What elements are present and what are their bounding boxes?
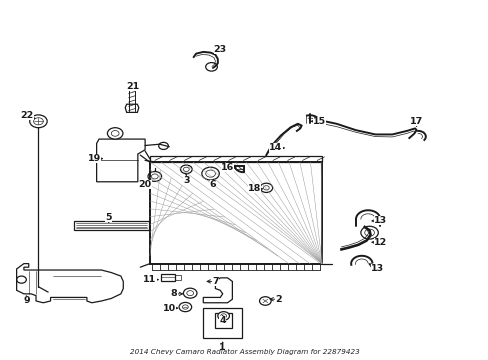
Circle shape: [259, 297, 271, 305]
Bar: [161, 274, 174, 282]
Circle shape: [107, 128, 122, 139]
Text: 2014 Chevy Camaro Radiator Assembly Diagram for 22879423: 2014 Chevy Camaro Radiator Assembly Diag…: [129, 349, 359, 355]
Text: 21: 21: [126, 82, 140, 91]
Text: 19: 19: [87, 154, 101, 163]
Text: 13: 13: [370, 265, 384, 274]
Circle shape: [360, 226, 378, 239]
Bar: [215, 314, 232, 328]
Bar: [150, 162, 322, 264]
Text: 10: 10: [163, 303, 176, 312]
Circle shape: [202, 167, 219, 180]
Text: 3: 3: [183, 176, 189, 185]
Text: 20: 20: [138, 180, 151, 189]
Circle shape: [217, 312, 229, 320]
Text: 7: 7: [212, 277, 218, 286]
Text: 1: 1: [219, 343, 225, 352]
Text: 11: 11: [143, 275, 156, 284]
Bar: [174, 275, 181, 280]
Polygon shape: [125, 104, 139, 112]
Circle shape: [205, 63, 217, 71]
Circle shape: [183, 288, 197, 298]
Text: 17: 17: [409, 117, 423, 126]
Text: 4: 4: [219, 316, 225, 325]
Text: 9: 9: [23, 297, 30, 306]
Circle shape: [180, 165, 192, 174]
Text: 8: 8: [170, 289, 177, 298]
Bar: [74, 221, 149, 230]
Text: 22: 22: [20, 112, 34, 121]
Text: 18: 18: [247, 184, 261, 193]
Bar: [203, 308, 242, 338]
Text: 15: 15: [312, 117, 325, 126]
Text: 14: 14: [269, 144, 282, 153]
Text: 6: 6: [209, 180, 216, 189]
Polygon shape: [185, 174, 187, 176]
Text: 12: 12: [373, 238, 386, 247]
Bar: [150, 156, 322, 162]
Circle shape: [179, 302, 191, 312]
Text: 16: 16: [221, 163, 234, 172]
Text: 23: 23: [213, 45, 226, 54]
Circle shape: [30, 115, 47, 128]
Text: 5: 5: [105, 213, 112, 222]
Text: 13: 13: [373, 216, 386, 225]
Text: 2: 2: [275, 295, 281, 304]
